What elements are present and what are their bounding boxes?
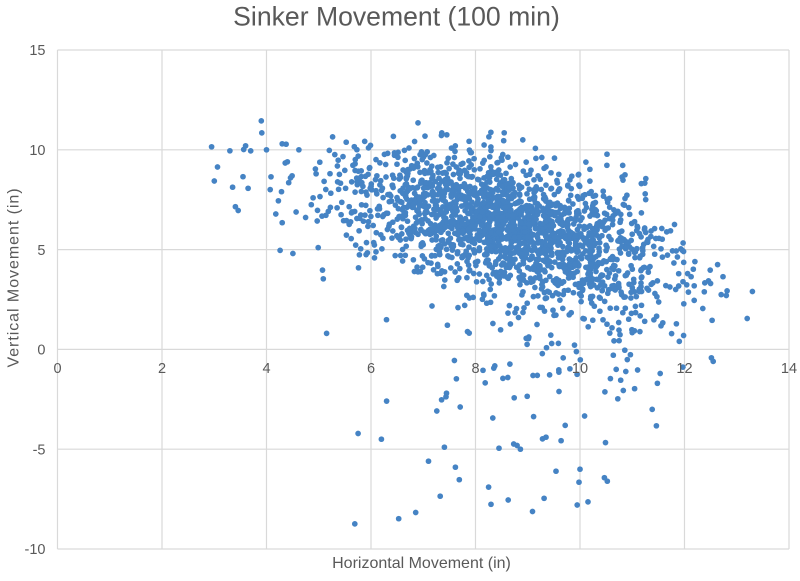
svg-text:0: 0	[37, 343, 45, 359]
svg-text:-10: -10	[25, 542, 46, 558]
svg-text:10: 10	[572, 361, 588, 377]
svg-text:4: 4	[262, 361, 270, 377]
svg-text:Horizontal Movement (in): Horizontal Movement (in)	[332, 555, 511, 572]
svg-text:8: 8	[471, 361, 479, 377]
svg-text:2: 2	[158, 361, 166, 377]
svg-text:12: 12	[676, 361, 692, 377]
svg-text:5: 5	[37, 243, 45, 259]
svg-text:Sinker Movement (100 min): Sinker Movement (100 min)	[233, 2, 560, 32]
svg-text:Vertical Movement (in): Vertical Movement (in)	[6, 187, 23, 367]
svg-text:10: 10	[29, 143, 45, 159]
svg-text:14: 14	[781, 361, 797, 377]
svg-text:-5: -5	[33, 442, 46, 458]
svg-text:15: 15	[29, 43, 45, 59]
svg-text:6: 6	[367, 361, 375, 377]
svg-text:0: 0	[53, 361, 61, 377]
